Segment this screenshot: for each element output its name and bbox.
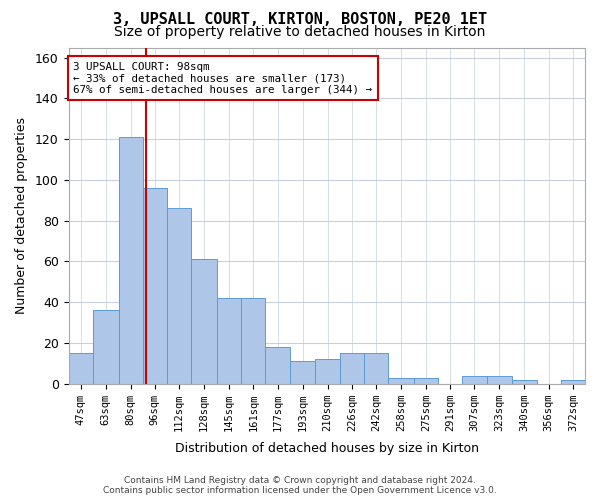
Bar: [290, 362, 316, 384]
Bar: [561, 380, 585, 384]
Bar: [167, 208, 191, 384]
Bar: [388, 378, 414, 384]
Bar: [316, 359, 340, 384]
Bar: [241, 298, 265, 384]
Y-axis label: Number of detached properties: Number of detached properties: [15, 117, 28, 314]
Bar: [119, 137, 143, 384]
Text: Contains HM Land Registry data © Crown copyright and database right 2024.
Contai: Contains HM Land Registry data © Crown c…: [103, 476, 497, 495]
Bar: [512, 380, 536, 384]
Bar: [487, 376, 512, 384]
Bar: [191, 260, 217, 384]
Text: 3 UPSALL COURT: 98sqm
← 33% of detached houses are smaller (173)
67% of semi-det: 3 UPSALL COURT: 98sqm ← 33% of detached …: [73, 62, 372, 95]
Bar: [340, 353, 364, 384]
Bar: [93, 310, 119, 384]
Bar: [414, 378, 438, 384]
Bar: [265, 347, 290, 384]
Bar: [68, 353, 93, 384]
X-axis label: Distribution of detached houses by size in Kirton: Distribution of detached houses by size …: [175, 442, 479, 455]
Bar: [217, 298, 241, 384]
Bar: [463, 376, 487, 384]
Bar: [364, 353, 388, 384]
Text: 3, UPSALL COURT, KIRTON, BOSTON, PE20 1ET: 3, UPSALL COURT, KIRTON, BOSTON, PE20 1E…: [113, 12, 487, 28]
Text: Size of property relative to detached houses in Kirton: Size of property relative to detached ho…: [115, 25, 485, 39]
Bar: [143, 188, 167, 384]
